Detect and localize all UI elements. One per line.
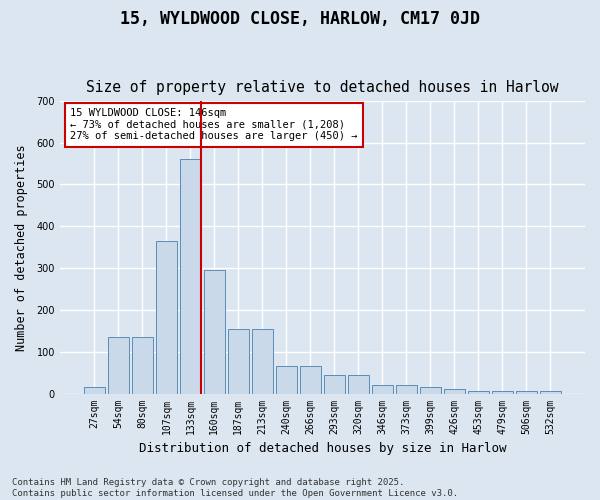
Bar xyxy=(395,385,417,394)
Text: Contains HM Land Registry data © Crown copyright and database right 2025.
Contai: Contains HM Land Registry data © Crown c… xyxy=(12,478,458,498)
Bar xyxy=(179,160,201,394)
Bar xyxy=(299,366,321,394)
Bar xyxy=(203,270,225,394)
Bar xyxy=(83,388,105,394)
Title: Size of property relative to detached houses in Harlow: Size of property relative to detached ho… xyxy=(86,80,559,96)
Bar xyxy=(323,374,345,394)
Bar xyxy=(155,241,177,394)
Bar xyxy=(539,392,561,394)
Text: 15, WYLDWOOD CLOSE, HARLOW, CM17 0JD: 15, WYLDWOOD CLOSE, HARLOW, CM17 0JD xyxy=(120,10,480,28)
Bar xyxy=(131,337,153,394)
Bar xyxy=(275,366,297,394)
Y-axis label: Number of detached properties: Number of detached properties xyxy=(15,144,28,350)
Bar xyxy=(467,392,489,394)
X-axis label: Distribution of detached houses by size in Harlow: Distribution of detached houses by size … xyxy=(139,442,506,455)
Bar xyxy=(227,328,249,394)
Bar xyxy=(107,337,129,394)
Bar xyxy=(515,392,537,394)
Bar xyxy=(347,374,369,394)
Text: 15 WYLDWOOD CLOSE: 146sqm
← 73% of detached houses are smaller (1,208)
27% of se: 15 WYLDWOOD CLOSE: 146sqm ← 73% of detac… xyxy=(70,108,358,142)
Bar xyxy=(371,385,393,394)
Bar xyxy=(419,388,441,394)
Bar xyxy=(491,392,513,394)
Bar xyxy=(443,390,465,394)
Bar xyxy=(251,328,273,394)
